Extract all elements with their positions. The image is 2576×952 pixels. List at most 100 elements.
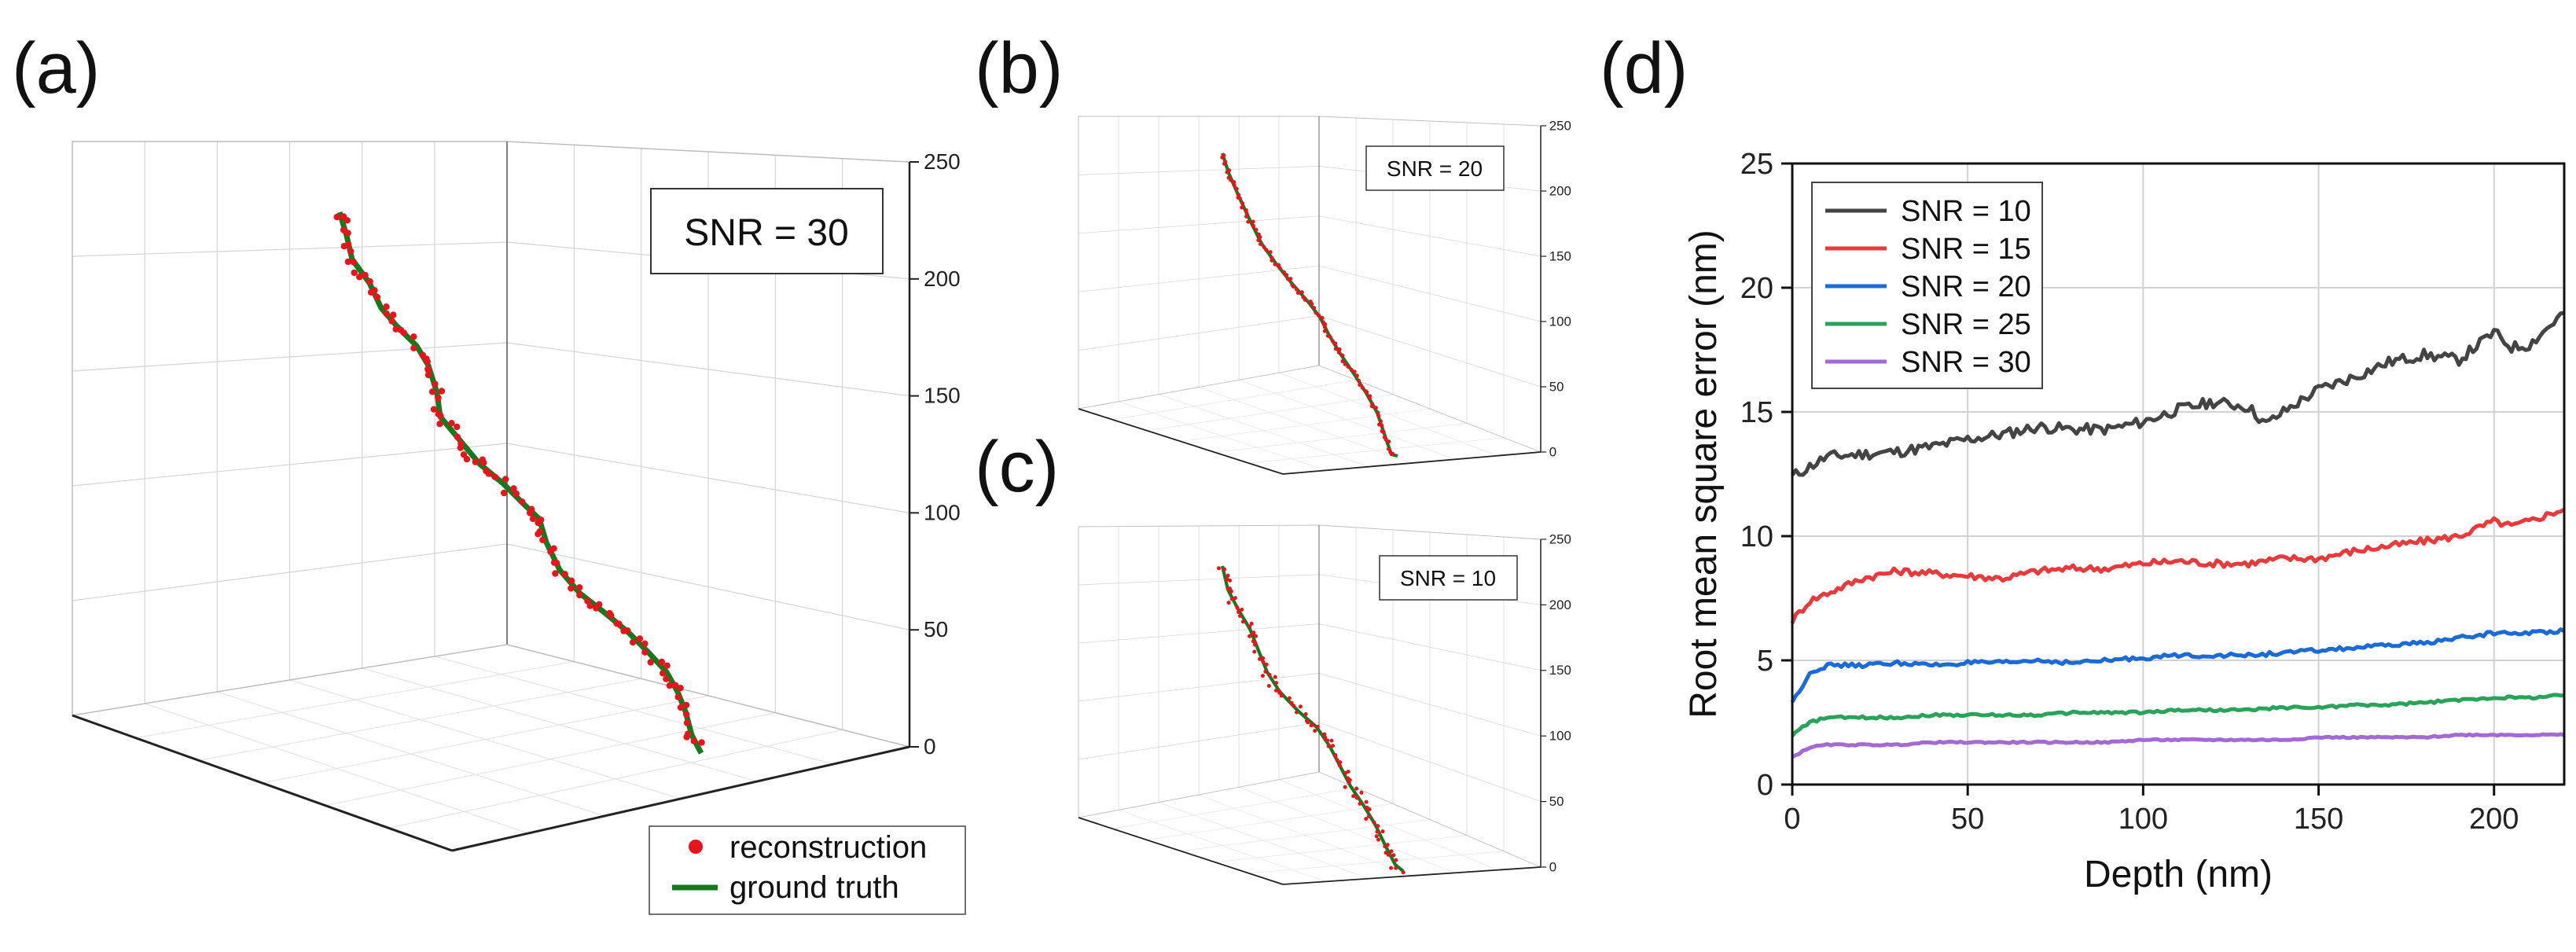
reconstruction-point [1391,853,1396,858]
reconstruction-point [1365,390,1369,395]
reconstruction-point [1244,208,1248,213]
reconstruction-point [1386,852,1391,857]
panel-label-c: (c) [975,427,1059,507]
reconstruction-point [527,509,534,516]
series-line-20 [1790,627,2566,704]
reconstruction-point [1376,414,1381,418]
reconstruction-point [383,303,390,311]
reconstruction-point [1322,732,1327,737]
z-tick-label: 150 [924,384,961,408]
reconstruction-point [424,358,431,366]
reconstruction-point [1237,609,1241,615]
panel-label-d: (d) [1600,28,1688,108]
reconstruction-point [647,659,654,666]
reconstruction-point [510,485,517,492]
reconstruction-point [1345,776,1350,781]
box-edge [506,141,910,163]
reconstruction-point [1237,613,1243,619]
plot-frame [1791,162,2566,786]
panel-label-b: (b) [975,28,1063,108]
panel-c-3d-plot: 0 50 100 150 200 250 [1078,524,1571,885]
reconstruction-point [1333,341,1338,346]
reconstruction-point [1340,359,1345,364]
floor-grid-line [1248,851,1505,874]
z-tick-label: 200 [1549,597,1571,612]
z-tick-label: 250 [924,149,961,174]
reconstruction-point [1252,649,1257,654]
reconstruction-point [344,217,351,224]
reconstruction-point [1226,573,1230,578]
reconstruction-point [1287,696,1292,700]
legend-label: SNR = 10 [1901,195,2031,228]
reconstruction-point [1349,368,1354,373]
reconstruction-point [1376,837,1381,842]
reconstruction-point [1274,681,1279,686]
reconstruction-point [1376,410,1380,415]
reconstruction-point [373,293,381,301]
reconstruction-point [436,421,443,428]
reconstruction-point [1315,724,1320,729]
snr-label-a: SNR = 30 [684,212,848,254]
reconstruction-point [366,278,373,285]
reconstruction-point [1337,763,1343,768]
reconstruction-point [392,325,399,333]
reconstruction-point [1294,287,1299,292]
reconstruction-point [1266,683,1271,689]
box-edge [1078,771,1320,818]
reconstruction-point [1354,373,1359,378]
reconstruction-point [682,701,690,709]
reconstruction-point [1310,302,1314,307]
reconstruction-point [1248,624,1252,629]
reconstruction-point [1325,738,1330,743]
reconstruction-point [1291,284,1295,289]
legend-label: SNR = 20 [1901,270,2031,303]
snr-label-b: SNR = 20 [1387,156,1483,181]
reconstruction-point [666,682,673,689]
reconstruction-point [1216,566,1222,571]
reconstruction-point [1281,270,1286,274]
reconstruction-point [351,269,358,277]
reconstruction-point [1323,735,1328,740]
reconstruction-point [435,394,442,402]
reconstruction-point [1330,744,1336,748]
snr-label-c: SNR = 10 [1400,566,1496,590]
reconstruction-point [1364,799,1369,804]
reconstruction-point [428,388,436,395]
reconstruction-point [1262,244,1266,249]
reconstruction-point [518,498,526,505]
reconstruction-point [1295,291,1300,296]
box-edge [1318,524,1542,540]
reconstruction-point [437,412,444,420]
reconstruction-point [1372,820,1376,825]
reconstruction-point [1279,693,1284,698]
reconstruction-point [1234,186,1239,191]
y-tick-label: 20 [1740,272,1773,305]
reconstruction-point [1235,605,1240,610]
reconstruction-point [1328,335,1332,340]
reconstruction-point [1226,586,1230,591]
reconstruction-point [608,612,615,619]
z-tick-label: 100 [1549,729,1571,744]
reconstruction-point [535,519,542,527]
reconstruction-point [1322,329,1327,333]
reconstruction-point [1401,870,1406,875]
x-tick-label: 50 [1951,803,1984,836]
reconstruction-point [1360,385,1365,390]
reconstruction-point [1268,250,1273,255]
reconstruction-point [1358,801,1362,806]
reconstruction-point [663,675,670,682]
z-tick-label: 0 [1549,859,1556,874]
reconstruction-point [1389,849,1394,854]
floor-edge [1282,866,1542,885]
z-tick-label: 150 [1549,663,1571,678]
x-tick-label: 0 [1784,803,1800,836]
floor-grid-line [434,656,834,765]
z-tick-label: 0 [924,734,936,759]
reconstruction-point [350,259,357,266]
reconstruction-point [1326,744,1331,748]
reconstruction-point [529,515,537,523]
reconstruction-point [1309,723,1314,728]
reconstruction-point [1354,786,1359,791]
reconstruction-point [432,380,439,388]
